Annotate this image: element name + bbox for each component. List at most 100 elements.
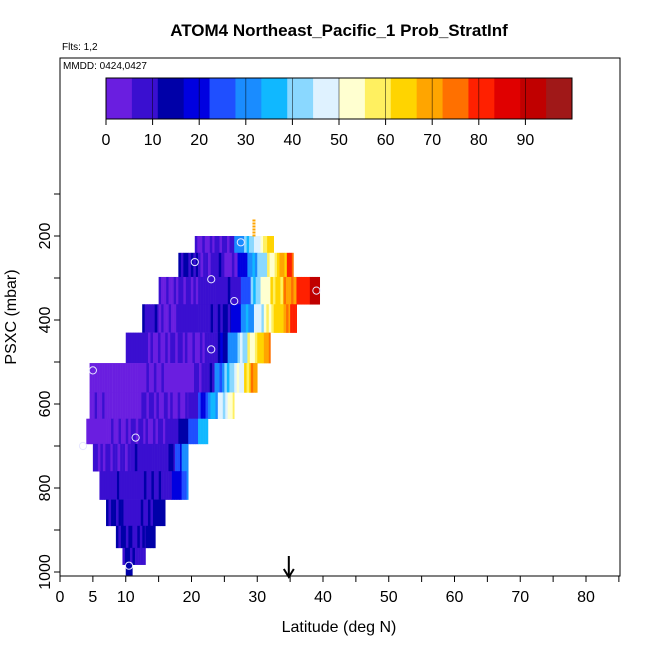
heatmap-cell xyxy=(291,276,294,305)
heatmap-cell xyxy=(204,363,205,393)
heatmap-cell xyxy=(237,252,241,278)
heatmap-cell xyxy=(178,418,182,445)
heatmap-cell xyxy=(193,392,197,419)
colorbar-swatch xyxy=(416,78,444,119)
heatmap-cell xyxy=(194,363,197,393)
heatmap-cell xyxy=(94,392,98,419)
heatmap-cell xyxy=(185,252,189,278)
heatmap-cell xyxy=(130,564,133,576)
heatmap-cell xyxy=(198,304,201,333)
colorbar-swatch xyxy=(520,78,547,119)
colorbar-swatch xyxy=(364,78,392,119)
colorbar-swatch xyxy=(546,78,573,119)
heatmap-cell xyxy=(279,252,283,278)
heatmap-cell xyxy=(168,471,172,500)
heatmap-cell xyxy=(214,236,218,254)
heatmap-cell xyxy=(177,363,181,393)
x-axis: 0 5 10 20 30 40 50 60 70 80 xyxy=(56,576,620,606)
heatmap-cell xyxy=(205,276,209,305)
heatmap-cell xyxy=(268,276,271,305)
heatmap-cell xyxy=(246,236,250,254)
heatmap-cell xyxy=(128,332,132,364)
heatmap-cell xyxy=(165,332,168,364)
heatmap-cell xyxy=(268,332,271,364)
heatmap-cell xyxy=(245,332,248,364)
heatmap-cell xyxy=(194,332,198,364)
heatmap-cell xyxy=(156,363,160,393)
heatmap-cell xyxy=(180,392,183,419)
heatmap-cell xyxy=(237,332,241,364)
heatmap-cell xyxy=(257,252,261,278)
heatmap-cell xyxy=(187,392,189,419)
heatmap-cell xyxy=(160,499,164,527)
heatmap-cell xyxy=(248,276,251,305)
heatmap-cell xyxy=(109,471,113,500)
heatmap-cell xyxy=(251,236,255,254)
heatmap-cell xyxy=(157,443,160,472)
heatmap-cell xyxy=(254,332,258,364)
heatmap-cell xyxy=(130,418,134,445)
heatmap-cell xyxy=(180,418,184,445)
heatmap-cell xyxy=(269,252,273,278)
heatmap-cell xyxy=(142,304,145,333)
heatmap-cell xyxy=(161,276,164,305)
heatmap-cell xyxy=(187,363,191,393)
heatmap-cell xyxy=(146,363,150,393)
heatmap-cell xyxy=(239,276,242,305)
heatmap-cell xyxy=(155,499,159,527)
heatmap-cell xyxy=(203,252,206,278)
heatmap-cell xyxy=(188,418,192,445)
heatmap-cell xyxy=(314,276,318,305)
heatmap-cell xyxy=(163,363,166,393)
heatmap-cell xyxy=(205,392,209,419)
heatmap-cell xyxy=(127,443,131,472)
heatmap-cell xyxy=(137,443,141,472)
heatmap-cell xyxy=(194,236,198,254)
heatmap-cell xyxy=(152,304,155,333)
heatmap-cell xyxy=(125,525,129,549)
heatmap-cell xyxy=(166,471,169,500)
heatmap-cell xyxy=(179,471,182,500)
heatmap-cell xyxy=(177,418,179,445)
heatmap-cell xyxy=(293,276,297,305)
heatmap-cell xyxy=(118,499,122,527)
heatmap-cell xyxy=(180,332,183,364)
heatmap-cell xyxy=(172,332,176,364)
heatmap-cell xyxy=(92,392,95,419)
heatmap-cell xyxy=(162,418,166,445)
heatmap-cell xyxy=(143,332,146,364)
heatmap-cell xyxy=(309,276,313,305)
heatmap-cell xyxy=(120,363,123,393)
heatmap-cell xyxy=(296,276,300,305)
heatmap-cell xyxy=(161,304,164,333)
heatmap-cell xyxy=(152,332,156,364)
heatmap-cell xyxy=(249,252,253,278)
heatmap-cell xyxy=(198,392,201,419)
heatmap-cell xyxy=(239,236,243,254)
heatmap-cell xyxy=(193,418,197,445)
heatmap-cell xyxy=(190,363,192,393)
heatmap-cell xyxy=(130,332,134,364)
heatmap-cell xyxy=(102,363,105,393)
heatmap-cell xyxy=(204,363,208,393)
heatmap-cell xyxy=(284,252,288,278)
heatmap-cell xyxy=(176,304,179,333)
heatmap-cell xyxy=(165,418,168,445)
heatmap-cells xyxy=(86,219,321,576)
heatmap-cell xyxy=(129,547,133,565)
heatmap-cell xyxy=(197,236,201,254)
heatmap-cell xyxy=(168,443,172,472)
heatmap-cell xyxy=(112,363,116,393)
y-tick-label: 200 xyxy=(37,223,54,250)
x-tick-label: 40 xyxy=(314,589,332,606)
heatmap-cell xyxy=(272,276,276,305)
heatmap-cell xyxy=(177,392,181,419)
heatmap-cell xyxy=(243,276,247,305)
heatmap-cell xyxy=(182,392,186,419)
heatmap-cell xyxy=(253,236,257,254)
heatmap-cell xyxy=(264,252,268,278)
heatmap-cell xyxy=(283,304,287,333)
heatmap-cell xyxy=(141,363,145,393)
heatmap-cell xyxy=(158,392,162,419)
heatmap-cell xyxy=(171,471,173,500)
